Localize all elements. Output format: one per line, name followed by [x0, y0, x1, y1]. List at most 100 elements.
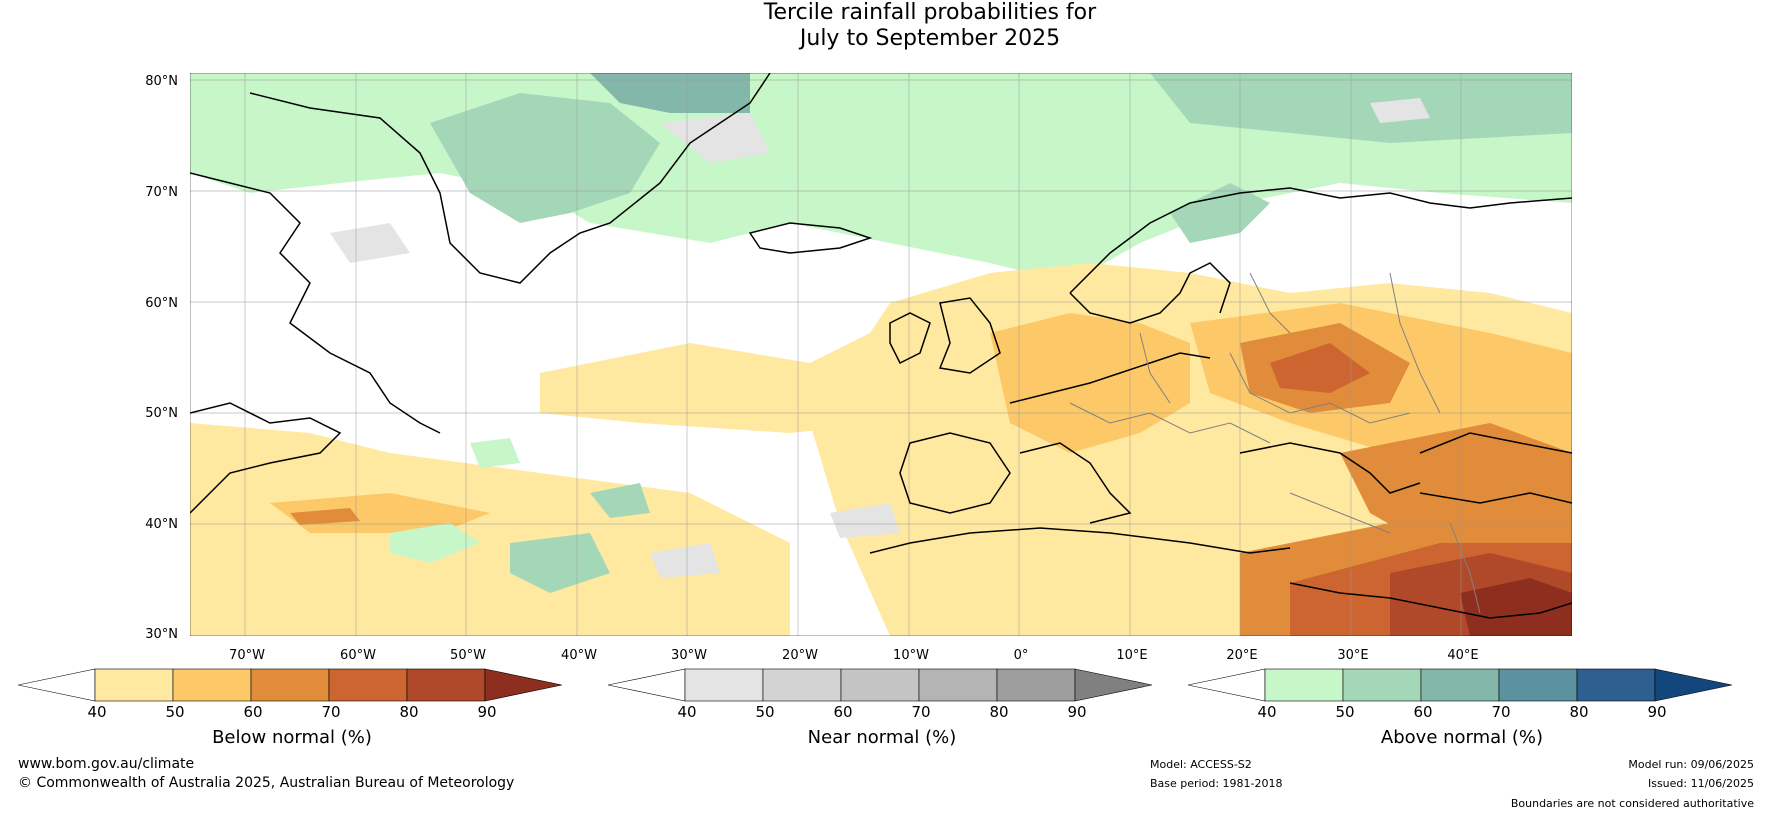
colorbar-near-segment-4	[996, 668, 1076, 702]
colorbar-near-segment-0	[684, 668, 764, 702]
colorbar-above-high-extension	[1654, 668, 1733, 702]
near-normal-patch-2	[330, 223, 410, 263]
above-tick-60: 60	[1413, 703, 1433, 721]
iceland-coast	[748, 222, 873, 254]
above-tick-50: 50	[1335, 703, 1355, 721]
above-tick-90: 90	[1647, 703, 1667, 721]
below-normal-subtropical-region	[190, 423, 790, 636]
colorbar-below-segment-4	[406, 668, 486, 702]
below-tick-60: 60	[243, 703, 263, 721]
newfoundland-coast	[190, 402, 342, 514]
near-tick-70: 70	[911, 703, 931, 721]
colorbar-below-segment-0	[94, 668, 174, 702]
above-normal-patch-2	[510, 533, 610, 593]
colorbar-near-low-extension	[608, 668, 686, 702]
lon-label-30w: 30°W	[671, 648, 707, 663]
near-normal-patch-3	[650, 543, 720, 578]
colorbar-above-segment-1	[1342, 668, 1422, 702]
colorbar-above-segment-2	[1420, 668, 1500, 702]
colorbar-below-title: Below normal (%)	[212, 727, 372, 748]
colorbar-above-segment-3	[1498, 668, 1578, 702]
above-tick-40: 40	[1257, 703, 1277, 721]
above-normal-patch-4	[470, 438, 520, 468]
near-normal-patch-1	[660, 113, 770, 163]
near-tick-40: 40	[677, 703, 697, 721]
colorbar-near	[608, 668, 1153, 702]
egypt-coast	[1289, 582, 1572, 619]
national-boundaries	[1069, 272, 1481, 614]
colorbar-above-low-extension	[1188, 668, 1266, 702]
colorbar-below	[18, 668, 563, 702]
colorbar-near-segment-1	[762, 668, 842, 702]
above-normal-arctic-core	[590, 73, 750, 113]
near-normal-patch-4	[830, 503, 900, 538]
black-sea-north-coast	[1419, 432, 1572, 454]
colorbar-above-title: Above normal (%)	[1380, 727, 1544, 748]
title-line-1: Tercile rainfall probabilities for	[763, 0, 1097, 25]
near-normal-patch-5	[1370, 98, 1430, 123]
graticule	[190, 73, 1572, 636]
lat-label-40n: 40°N	[145, 517, 178, 532]
ireland-coast	[889, 312, 931, 365]
copyright-text: © Commonwealth of Australia 2025, Austra…	[18, 775, 515, 791]
colorbar-below-high-extension	[484, 668, 563, 702]
great-britain-coast	[938, 297, 1001, 374]
lon-label-10w: 10°W	[893, 648, 929, 663]
balkans-coast	[1239, 442, 1421, 494]
colorbar-below-segment-3	[328, 668, 408, 702]
lon-label-30e: 30°E	[1337, 648, 1369, 663]
above-normal-greenland-region	[430, 93, 660, 223]
near-tick-50: 50	[755, 703, 775, 721]
lon-label-50w: 50°W	[450, 648, 486, 663]
below-normal-atlantic-region	[540, 323, 890, 433]
below-tick-50: 50	[165, 703, 185, 721]
colorbar-near-title: Near normal (%)	[807, 727, 957, 748]
below-normal-extreme-core	[1460, 578, 1572, 636]
above-tick-70: 70	[1491, 703, 1511, 721]
lon-label-60w: 60°W	[340, 648, 376, 663]
lat-label-50n: 50°N	[145, 406, 178, 421]
lat-label-70n: 70°N	[145, 185, 178, 200]
colorbar-above	[1188, 668, 1733, 702]
lon-label-0: 0°	[1013, 648, 1029, 663]
model-run-date: Model run: 09/06/2025	[1628, 758, 1754, 771]
near-tick-90: 90	[1067, 703, 1087, 721]
colorbar-above-segment-4	[1576, 668, 1656, 702]
greenland-coast	[249, 73, 771, 284]
colorbar-near-segment-2	[840, 668, 920, 702]
labrador-coast	[190, 172, 441, 434]
base-period: Base period: 1981-2018	[1150, 777, 1283, 790]
lon-label-40w: 40°W	[561, 648, 597, 663]
boundaries-disclaimer: Boundaries are not considered authoritat…	[1510, 797, 1754, 810]
rainfall-probability-map	[190, 73, 1572, 636]
near-tick-80: 80	[989, 703, 1009, 721]
below-tick-70: 70	[321, 703, 341, 721]
colorbar-near-high-extension	[1074, 668, 1153, 702]
lon-label-40e: 40°E	[1447, 648, 1479, 663]
colorbar-above-segment-0	[1264, 668, 1344, 702]
scandinavia-north-coast	[1069, 187, 1572, 294]
title-line-2: July to September 2025	[799, 26, 1061, 51]
norway-south-coast	[1069, 262, 1231, 324]
near-tick-60: 60	[833, 703, 853, 721]
lon-label-20w: 20°W	[782, 648, 818, 663]
map-title: Tercile rainfall probabilities for July …	[0, 0, 1770, 52]
north-africa-coast	[869, 527, 1291, 554]
coastlines	[190, 73, 1572, 619]
above-normal-barents-region	[1150, 73, 1572, 143]
issued-date: Issued: 11/06/2025	[1647, 777, 1754, 790]
colorbar-below-low-extension	[18, 668, 96, 702]
lon-label-10e: 10°E	[1116, 648, 1148, 663]
model-name: Model: ACCESS-S2	[1150, 758, 1252, 771]
lon-label-20e: 20°E	[1226, 648, 1258, 663]
below-tick-80: 80	[399, 703, 419, 721]
lat-label-30n: 30°N	[145, 627, 178, 642]
lat-label-80n: 80°N	[145, 74, 178, 89]
lon-label-70w: 70°W	[229, 648, 265, 663]
above-normal-patch-3	[590, 483, 650, 518]
below-normal-subtropical-strong	[290, 508, 360, 525]
website-link[interactable]: www.bom.gov.au/climate	[18, 756, 195, 772]
colorbar-below-segment-2	[250, 668, 330, 702]
black-sea-south-coast	[1419, 492, 1572, 504]
below-tick-40: 40	[87, 703, 107, 721]
